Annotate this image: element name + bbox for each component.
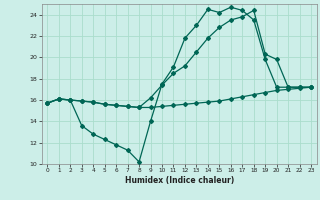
X-axis label: Humidex (Indice chaleur): Humidex (Indice chaleur): [124, 176, 234, 185]
